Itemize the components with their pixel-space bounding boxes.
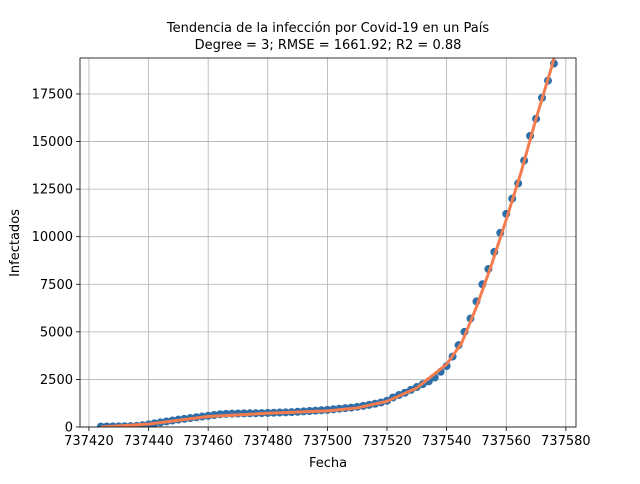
y-tick-label: 7500 xyxy=(40,278,73,293)
y-tick-label: 2500 xyxy=(40,373,73,388)
x-tick-label: 737460 xyxy=(183,434,233,449)
chart-title: Tendencia de la infección por Covid-19 e… xyxy=(166,21,490,36)
x-tick-label: 737480 xyxy=(243,434,293,449)
x-tick-label: 737440 xyxy=(124,434,174,449)
x-tick-label: 737520 xyxy=(362,434,412,449)
grid xyxy=(80,58,576,428)
y-tick-label: 10000 xyxy=(32,230,73,245)
y-tick-label: 15000 xyxy=(32,135,73,150)
x-tick-label: 737580 xyxy=(541,434,591,449)
y-tick-label: 17500 xyxy=(32,87,73,102)
y-tick-label: 0 xyxy=(65,421,73,436)
ticks: 737420 737440 737460 737480 737500 737520 7375… xyxy=(32,87,591,449)
axes-frame xyxy=(79,57,577,428)
chart-subtitle: Degree = 3; RMSE = 1661.92; R2 = 0.88 xyxy=(195,38,462,53)
x-tick-label: 737560 xyxy=(481,434,531,449)
fit-line xyxy=(100,58,556,427)
plot-area xyxy=(96,58,558,427)
y-tick-label: 5000 xyxy=(40,325,73,340)
x-axis-label: Fecha xyxy=(309,456,347,471)
y-tick-label: 12500 xyxy=(32,183,73,198)
x-tick-label: 737540 xyxy=(422,434,472,449)
y-axis-label: Infectados xyxy=(8,209,23,277)
x-tick-label: 737420 xyxy=(64,434,114,449)
x-tick-label: 737500 xyxy=(303,434,353,449)
